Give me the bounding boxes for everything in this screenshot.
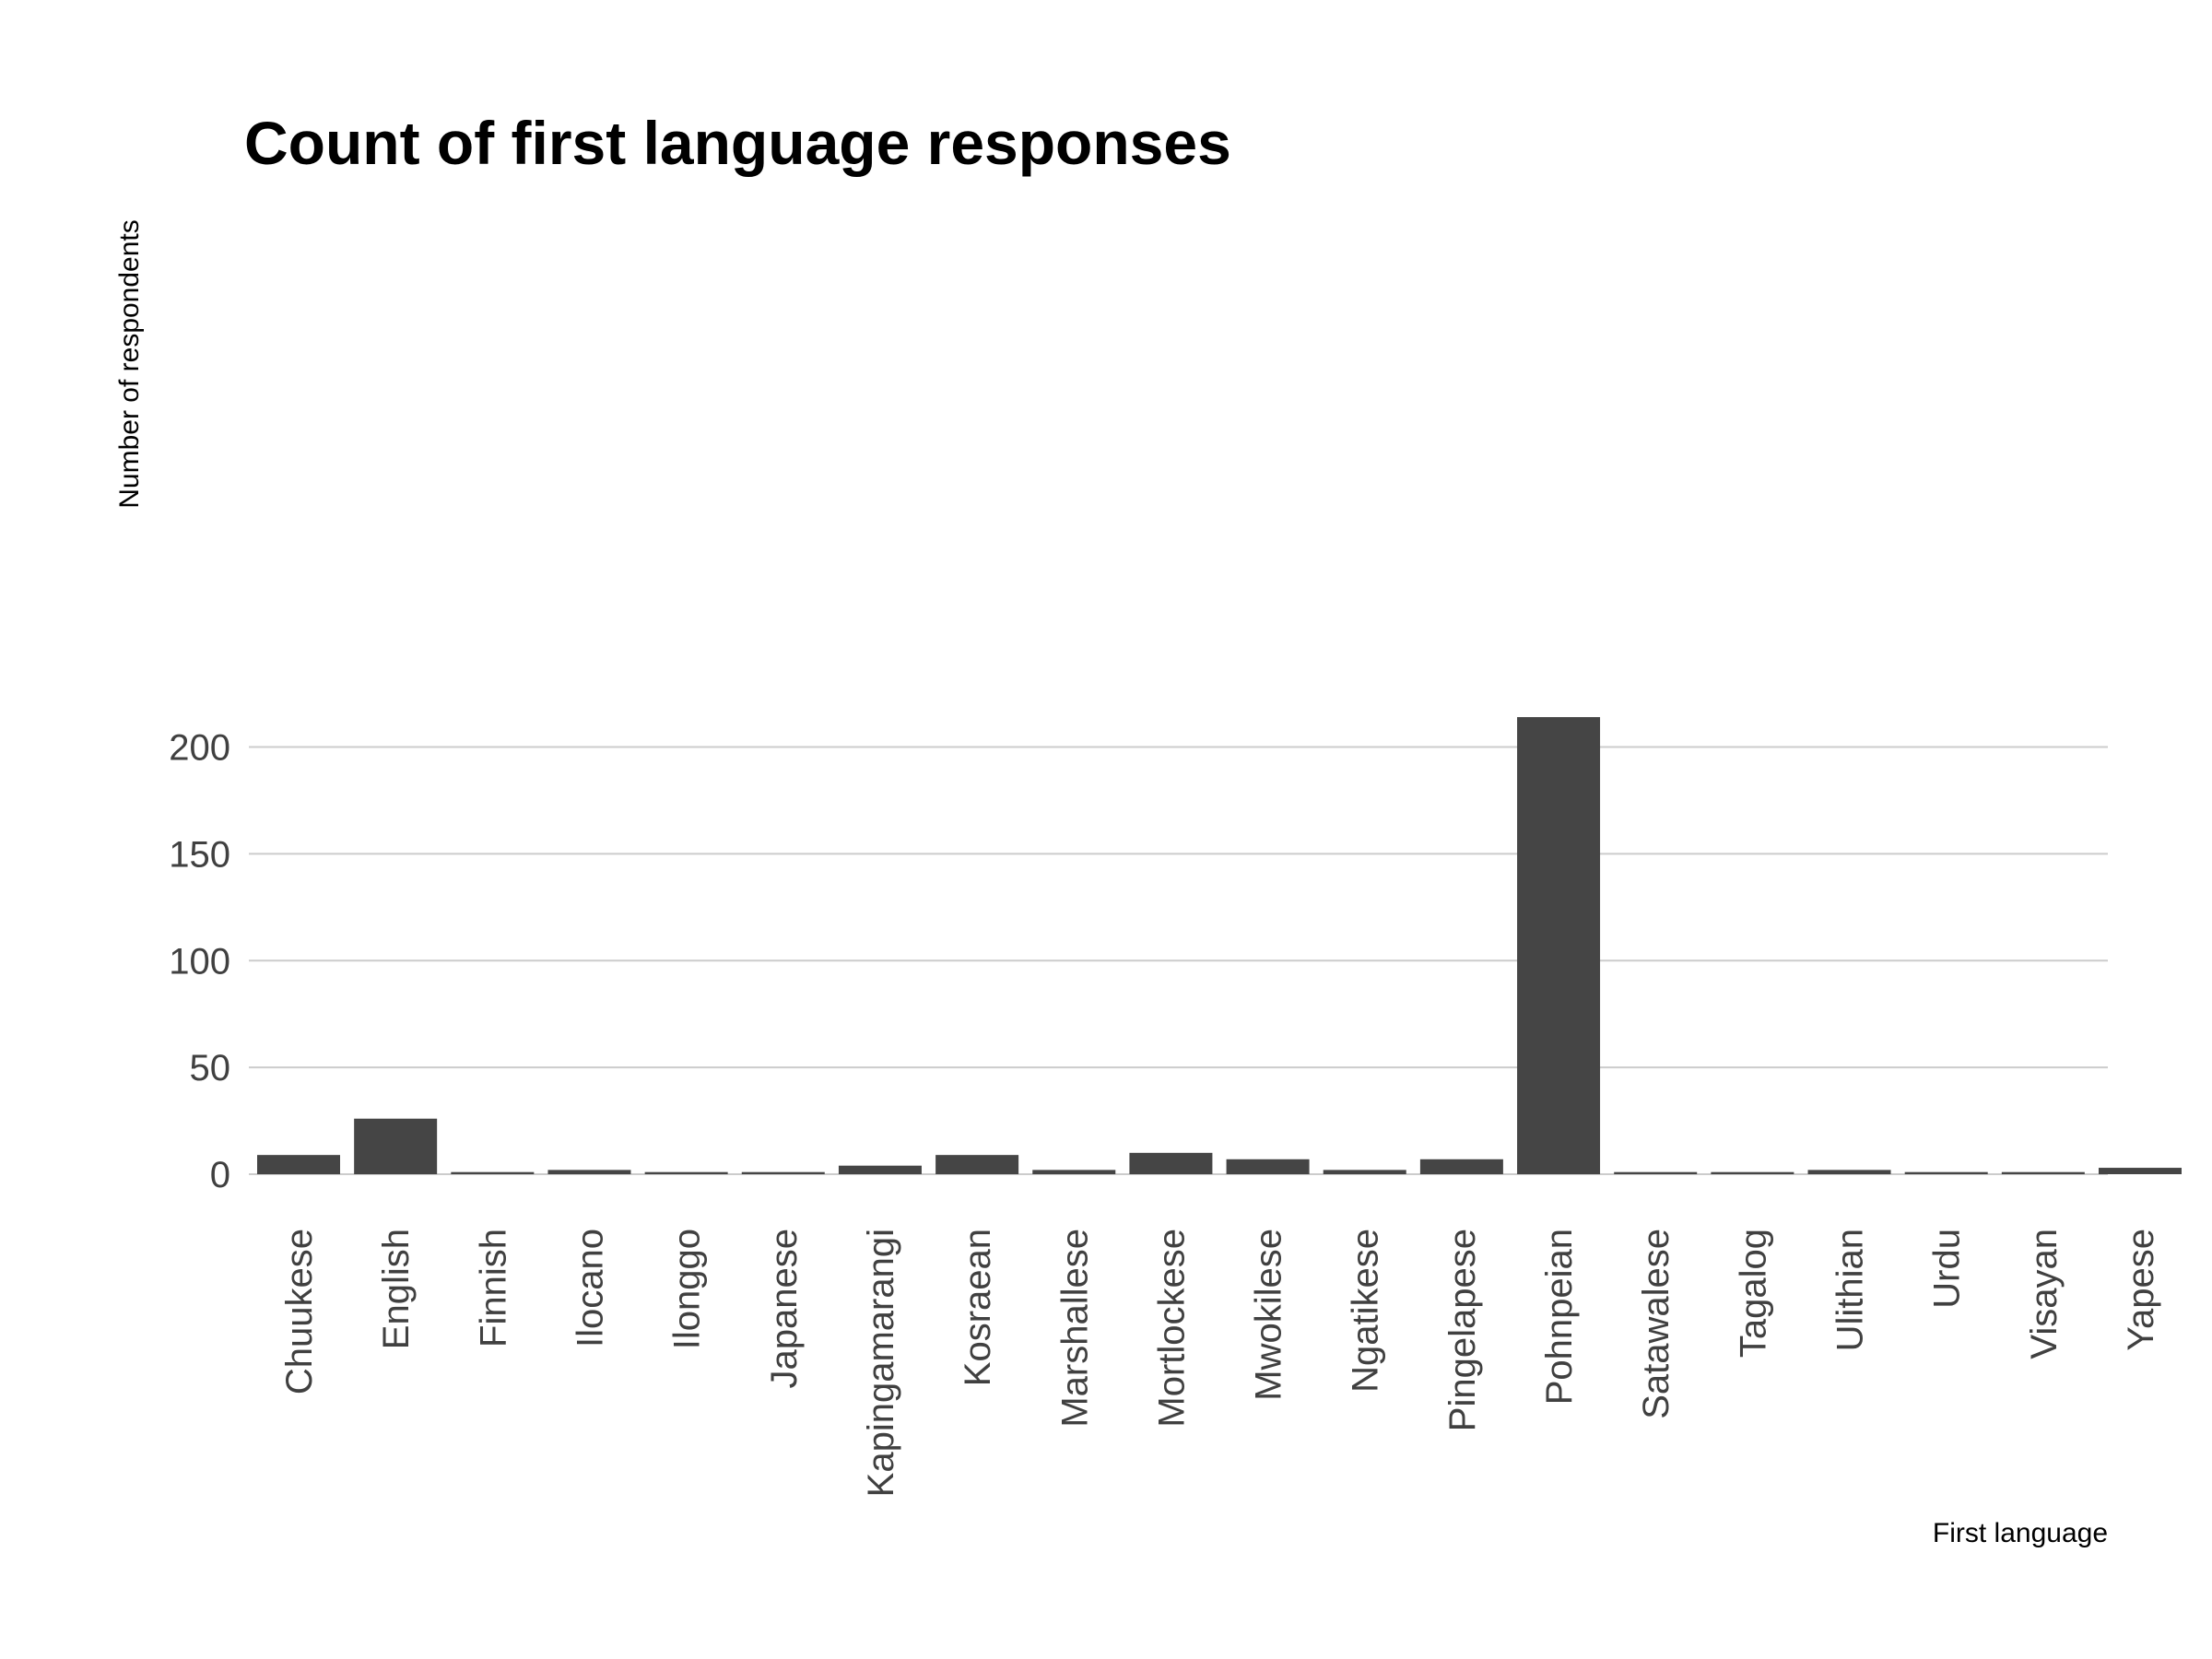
x-tick-label: Mortlockese	[1151, 1229, 1192, 1428]
x-tick-label: Ulithian	[1830, 1229, 1871, 1351]
bar-mortlockese	[1129, 1152, 1213, 1174]
bar-urdu	[1904, 1171, 1988, 1174]
x-tick-label: Visayan	[2024, 1229, 2065, 1359]
x-tick-label: Finnish	[473, 1229, 513, 1347]
x-tick-label: Urdu	[1927, 1229, 1968, 1309]
y-axis-title: Number of respondents	[114, 219, 145, 509]
y-tick-label: 200	[169, 728, 230, 769]
x-tick-label: Pohnpeian	[1539, 1229, 1580, 1405]
bar-satawalese	[1614, 1171, 1698, 1174]
x-tick-label: Yapese	[2121, 1229, 2161, 1351]
y-tick-label: 100	[169, 941, 230, 982]
bar-yapese	[2099, 1168, 2182, 1174]
bar-visayan	[2001, 1171, 2085, 1174]
x-tick-label: Japanese	[764, 1229, 805, 1388]
x-tick-label: Marshallese	[1054, 1229, 1095, 1428]
y-tick-label: 50	[190, 1048, 231, 1088]
y-axis-ticks: 0 50 100 150 200	[169, 728, 230, 1196]
bar-english	[354, 1118, 438, 1174]
bar-ngatikese	[1323, 1170, 1406, 1174]
bar-ulithian	[1807, 1170, 1891, 1174]
x-tick-label: English	[376, 1229, 417, 1349]
bar-kosraean	[935, 1155, 1019, 1174]
bar-pingelapese	[1419, 1159, 1503, 1174]
bar-japanese	[741, 1171, 825, 1174]
x-tick-label: Satawalese	[1636, 1229, 1677, 1419]
x-tick-label: Chuukese	[279, 1229, 320, 1394]
x-tick-label: Mwokilese	[1249, 1229, 1289, 1401]
chart-title: Count of first language responses	[244, 109, 1231, 177]
bar-pohnpeian	[1517, 717, 1601, 1174]
x-tick-label: Kosraean	[958, 1229, 998, 1386]
x-tick-label: Ilocano	[570, 1229, 610, 1347]
bar-finnish	[451, 1171, 535, 1174]
x-tick-label: Ilonggo	[667, 1229, 708, 1349]
bar-kapingamarangi	[838, 1165, 922, 1174]
gridlines	[249, 746, 2108, 1175]
x-axis-ticks: Chuukese English Finnish Ilocano Ilonggo Japa…	[279, 1229, 2161, 1497]
x-axis-title: First language	[1933, 1518, 2108, 1548]
x-tick-label: Ngatikese	[1346, 1229, 1386, 1393]
bar-ilocano	[547, 1170, 631, 1174]
y-tick-label: 150	[169, 834, 230, 875]
x-tick-label: Tagalog	[1733, 1229, 1773, 1358]
y-tick-label: 0	[210, 1155, 230, 1195]
bars	[257, 717, 2182, 1174]
x-tick-label: Kapingamarangi	[861, 1229, 901, 1497]
bar-mwokilese	[1226, 1159, 1310, 1174]
bar-chuukese	[257, 1155, 340, 1174]
bar-tagalog	[1711, 1171, 1794, 1174]
x-tick-label: Pingelapese	[1442, 1229, 1483, 1431]
bar-ilonggo	[644, 1171, 728, 1174]
bar-marshallese	[1032, 1170, 1116, 1174]
